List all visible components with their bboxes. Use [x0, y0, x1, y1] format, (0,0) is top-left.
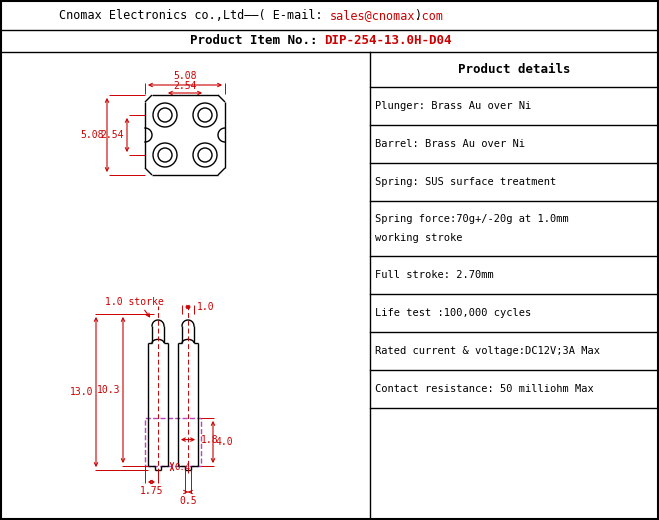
- Text: ): ): [414, 9, 421, 22]
- Text: 0.4: 0.4: [174, 463, 190, 473]
- Text: Full stroke: 2.70mm: Full stroke: 2.70mm: [375, 270, 494, 280]
- Text: 5.08: 5.08: [80, 130, 104, 140]
- Text: 5.08: 5.08: [173, 71, 197, 81]
- Text: Spring: SUS surface treatment: Spring: SUS surface treatment: [375, 177, 556, 187]
- Text: 1.75: 1.75: [140, 486, 163, 496]
- Text: 13.0: 13.0: [69, 387, 93, 397]
- Text: 2.54: 2.54: [101, 130, 124, 140]
- Text: Product details: Product details: [458, 63, 570, 76]
- Text: Barrel: Brass Au over Ni: Barrel: Brass Au over Ni: [375, 139, 525, 149]
- Text: 1.0: 1.0: [197, 302, 215, 312]
- Text: Product Item No.:: Product Item No.:: [190, 34, 324, 47]
- Text: 4.0: 4.0: [216, 437, 234, 447]
- Text: DIP-254-13.0H-D04: DIP-254-13.0H-D04: [324, 34, 452, 47]
- Text: Life test :100,000 cycles: Life test :100,000 cycles: [375, 308, 531, 318]
- Text: 1.0 storke: 1.0 storke: [105, 297, 163, 307]
- Text: Plunger: Brass Au over Ni: Plunger: Brass Au over Ni: [375, 101, 531, 111]
- Text: 1.8: 1.8: [201, 435, 219, 445]
- Text: sales@cnomax.com: sales@cnomax.com: [330, 9, 444, 22]
- Text: working stroke: working stroke: [375, 233, 463, 243]
- Text: 2.54: 2.54: [173, 81, 197, 91]
- Text: 10.3: 10.3: [96, 385, 120, 395]
- Text: Cnomax Electronics co.,Ltd——( E-mail:: Cnomax Electronics co.,Ltd——( E-mail:: [59, 9, 330, 22]
- Text: 0.5: 0.5: [179, 496, 197, 506]
- Text: Rated current & voltage:DC12V;3A Max: Rated current & voltage:DC12V;3A Max: [375, 346, 600, 356]
- Bar: [145, 418, 201, 466]
- Text: Spring force:70g+/-20g at 1.0mm: Spring force:70g+/-20g at 1.0mm: [375, 214, 569, 224]
- Text: Contact resistance: 50 milliohm Max: Contact resistance: 50 milliohm Max: [375, 384, 594, 394]
